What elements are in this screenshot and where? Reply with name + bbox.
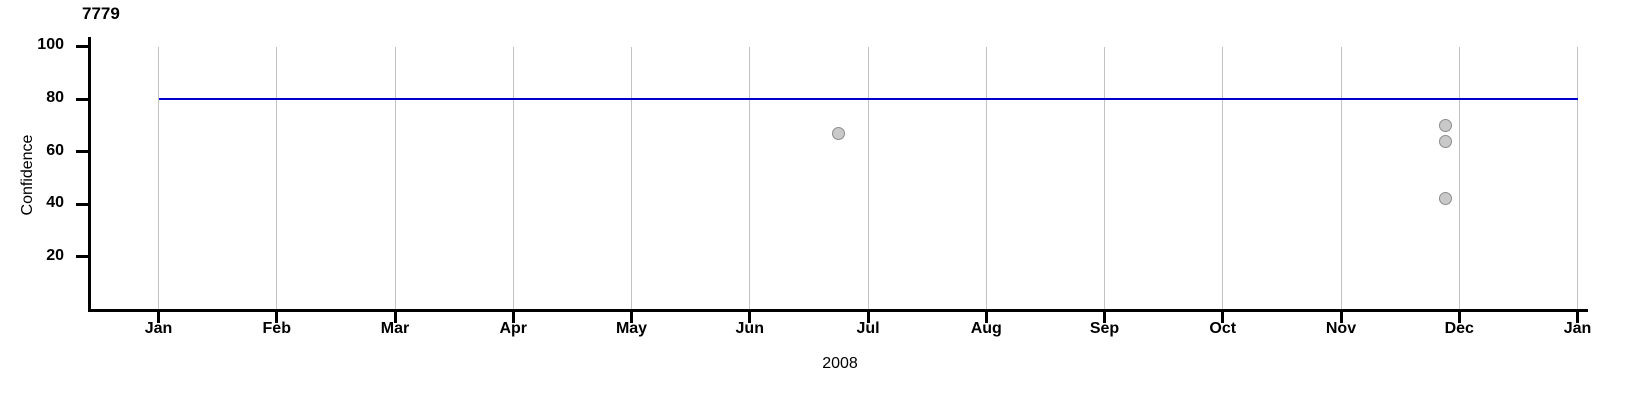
y-axis-tick-label-20: 20 (46, 246, 64, 264)
y-axis-tick-label-40: 40 (46, 194, 64, 212)
gridline-jul-6 (867, 47, 869, 310)
gridline-oct-9 (1222, 47, 1224, 310)
x-axis-tick-9 (1221, 312, 1225, 323)
x-axis-tick-label-6: Jul (856, 320, 880, 337)
y-axis-tick-20 (76, 255, 88, 259)
x-axis-label: 2008 (0, 355, 1650, 373)
data-point-1 (1438, 118, 1452, 132)
x-axis-tick-2 (393, 312, 397, 323)
x-axis-tick-label-7: Aug (970, 320, 1002, 337)
x-axis-tick-7 (984, 312, 988, 323)
x-axis-label-text: 2008 (822, 355, 858, 372)
gridline-sep-8 (1104, 47, 1105, 310)
x-axis-tick-4 (630, 312, 633, 323)
x-axis-tick-11 (1457, 312, 1461, 323)
gridline-apr-3 (512, 47, 514, 310)
x-axis-tick-label-5: Jun (735, 320, 764, 337)
gridline-jan-12 (1577, 47, 1578, 310)
x-axis-tick-label-10: Nov (1325, 320, 1357, 337)
x-axis-tick-label-2: Mar (380, 320, 410, 337)
y-axis-tick-label-80: 80 (46, 89, 64, 106)
x-axis-tick-label-11: Dec (1444, 320, 1474, 337)
x-axis-tick-5 (748, 312, 752, 323)
gridline-mar-2 (394, 47, 396, 310)
x-axis-tick-label-1: Feb (262, 320, 291, 337)
y-axis-tick-40 (76, 202, 88, 206)
y-axis-tick-100 (76, 44, 88, 48)
x-axis-tick-label-12: Jan (1563, 320, 1592, 337)
data-point-2 (1438, 134, 1452, 148)
x-axis-tick-1 (275, 312, 279, 323)
data-point-3 (1438, 192, 1452, 206)
confidence-threshold (158, 98, 1578, 100)
x-axis-tick-label-0: Jan (144, 320, 173, 337)
y-axis-line (88, 37, 91, 312)
x-axis-tick-10 (1339, 312, 1343, 323)
gridline-may-4 (631, 47, 632, 310)
gridline-nov-10 (1340, 47, 1342, 310)
x-axis-line (88, 309, 1588, 312)
gridline-jan-0 (158, 47, 159, 310)
x-axis-tick-12 (1576, 312, 1579, 323)
gridline-aug-7 (985, 47, 987, 310)
chart-title: 7779 (82, 4, 120, 23)
x-axis-tick-6 (866, 312, 870, 323)
gridline-feb-1 (276, 47, 278, 310)
y-axis-tick-80 (76, 97, 88, 101)
y-axis-tick-label-100: 100 (37, 36, 64, 54)
y-axis-tick-60 (76, 150, 88, 154)
x-axis-tick-label-9: Oct (1209, 320, 1237, 337)
x-axis-tick-3 (511, 312, 515, 323)
x-axis-tick-8 (1103, 312, 1106, 323)
y-axis-label: Confidence (19, 134, 36, 216)
x-axis-tick-0 (157, 312, 160, 323)
data-point-0 (831, 126, 845, 140)
x-axis-tick-label-3: Apr (499, 320, 528, 337)
x-axis-tick-label-8: Sep (1089, 320, 1120, 337)
x-axis-tick-label-4: May (615, 320, 648, 337)
gridline-dec-11 (1458, 47, 1460, 310)
y-axis-tick-label-60: 60 (46, 141, 64, 159)
gridline-jun-5 (749, 47, 751, 310)
